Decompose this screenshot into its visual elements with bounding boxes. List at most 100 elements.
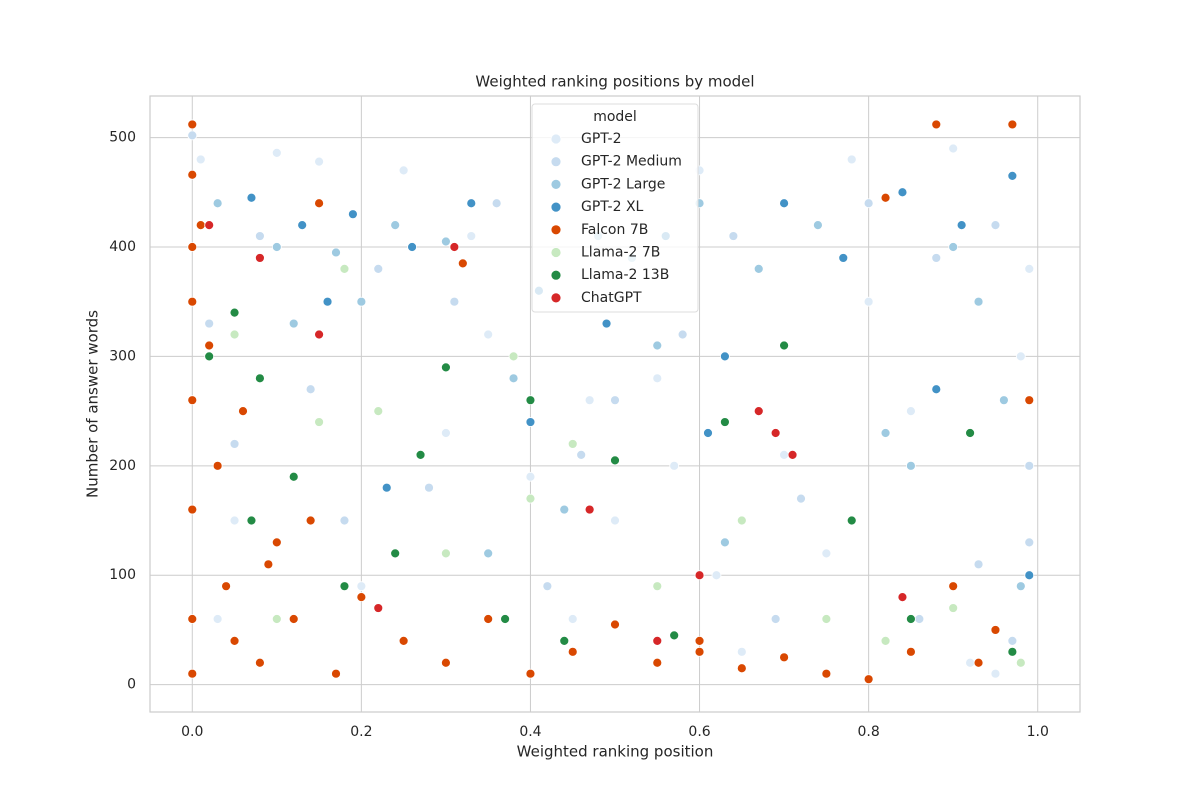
point: [576, 449, 587, 460]
point: [990, 625, 1001, 635]
point: [846, 154, 857, 165]
point: [956, 220, 967, 231]
point: [973, 657, 984, 668]
point: [525, 668, 536, 679]
point: [559, 504, 570, 515]
point: [229, 515, 240, 526]
point: [356, 581, 367, 592]
x-tick-label: 0.0: [181, 724, 203, 740]
point: [314, 156, 324, 167]
point: [314, 417, 324, 427]
point: [720, 351, 730, 362]
point: [787, 449, 798, 460]
point: [897, 187, 908, 198]
x-tick-label: 1.0: [1027, 724, 1049, 740]
point: [229, 307, 240, 318]
legend-marker: [550, 247, 562, 258]
point: [584, 504, 595, 515]
point: [948, 143, 959, 154]
point: [999, 395, 1009, 406]
point: [542, 581, 553, 592]
point: [779, 198, 789, 209]
point: [694, 570, 705, 581]
point: [356, 592, 367, 603]
legend-label: Llama-2 7B: [581, 245, 660, 261]
point: [821, 614, 832, 624]
legend-title: model: [593, 109, 637, 125]
point: [796, 493, 806, 504]
x-axis-label: Weighted ranking position: [517, 743, 714, 761]
point: [931, 384, 942, 395]
point: [204, 340, 215, 351]
legend-label: GPT-2: [581, 131, 622, 147]
point: [1007, 119, 1018, 130]
point: [195, 220, 206, 231]
point: [356, 296, 367, 307]
point: [779, 449, 789, 460]
point: [1015, 581, 1026, 592]
point: [525, 471, 536, 482]
point: [736, 646, 747, 657]
point: [652, 657, 663, 668]
point: [897, 592, 908, 603]
point: [381, 482, 392, 493]
legend-box: [531, 103, 699, 313]
point: [271, 242, 282, 252]
point: [973, 296, 984, 307]
point: [491, 198, 502, 209]
point: [753, 406, 764, 417]
point: [187, 504, 198, 515]
point: [1024, 263, 1035, 274]
point: [407, 242, 417, 252]
point: [914, 614, 925, 624]
point: [449, 296, 460, 307]
chart-title: Weighted ranking positions by model: [475, 73, 754, 91]
point: [1015, 351, 1026, 362]
point: [736, 515, 747, 526]
legend-label: Falcon 7B: [581, 222, 648, 238]
point: [1015, 657, 1026, 668]
point: [204, 351, 215, 362]
point: [720, 417, 730, 427]
legend-marker: [550, 133, 562, 145]
point: [821, 548, 832, 559]
x-tick-label: 0.2: [350, 724, 372, 740]
point: [339, 581, 350, 592]
point: [906, 614, 916, 624]
point: [1007, 170, 1018, 181]
point: [610, 395, 620, 406]
point: [652, 581, 663, 592]
y-tick-label: 100: [109, 567, 136, 583]
point: [601, 318, 612, 329]
point: [255, 253, 265, 263]
point: [305, 515, 316, 526]
point: [398, 635, 409, 646]
point: [339, 263, 350, 274]
point: [1024, 537, 1035, 548]
point: [1024, 570, 1035, 581]
point: [694, 646, 705, 657]
point: [221, 581, 231, 592]
point: [677, 329, 688, 340]
point: [288, 471, 299, 482]
point: [212, 614, 223, 624]
point: [584, 395, 595, 406]
point: [863, 674, 874, 685]
point: [948, 242, 959, 252]
point: [880, 635, 891, 646]
x-tick-label: 0.6: [688, 724, 710, 740]
point: [610, 619, 620, 630]
point: [948, 581, 959, 592]
point: [483, 614, 494, 624]
x-tick-label: 0.8: [858, 724, 880, 740]
point: [187, 614, 198, 624]
point: [703, 428, 713, 438]
point: [195, 154, 206, 165]
point: [669, 630, 680, 641]
point: [457, 258, 468, 269]
point: [846, 515, 857, 526]
point: [441, 362, 451, 373]
point: [390, 548, 401, 559]
point: [652, 635, 663, 646]
point: [314, 329, 324, 340]
